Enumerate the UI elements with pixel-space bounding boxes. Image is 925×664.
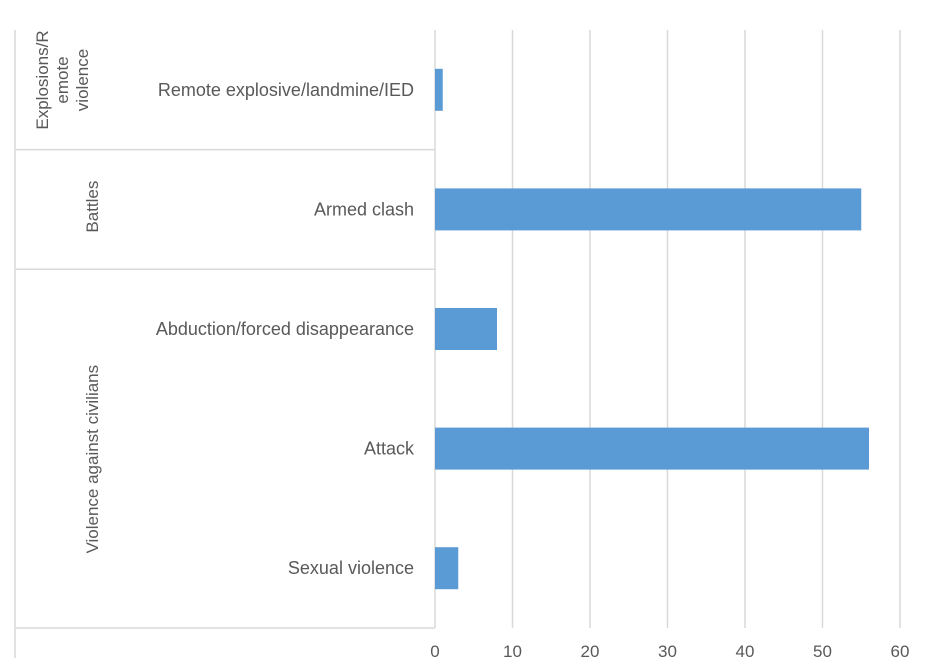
group-label-line: Battles (83, 181, 102, 233)
bar-4 (435, 547, 459, 590)
bar-1 (435, 188, 862, 231)
x-tick-50: 50 (813, 642, 832, 661)
x-tick-20: 20 (581, 642, 600, 661)
category-label-4: Sexual violence (288, 558, 414, 578)
group-label-0: Explosions/Remoteviolence (33, 30, 92, 129)
category-labels: Remote explosive/landmine/IED Armed clash… (156, 80, 415, 578)
x-tick-60: 60 (891, 642, 910, 661)
gridlines (434, 30, 901, 628)
category-axis-frame (14, 30, 435, 658)
group-label-line: Explosions/R (33, 30, 52, 129)
x-tick-0: 0 (430, 642, 439, 661)
x-tick-40: 40 (736, 642, 755, 661)
group-label-1: Battles (83, 181, 102, 233)
category-label-2: Abduction/forced disappearance (156, 319, 414, 339)
group-labels: Explosions/Remoteviolence Battles Violence… (33, 30, 102, 553)
bars (435, 68, 869, 590)
category-label-1: Armed clash (314, 199, 414, 219)
category-label-0: Remote explosive/landmine/IED (158, 80, 414, 100)
group-label-2: Violence against civilians (83, 365, 102, 554)
bar-2 (435, 308, 497, 350)
group-label-line: emote (53, 56, 72, 103)
category-label-3: Attack (364, 439, 415, 459)
x-tick-10: 10 (503, 642, 522, 661)
bar-0 (435, 68, 443, 111)
group-label-line: violence (73, 49, 92, 111)
x-tick-labels: 0 10 20 30 40 50 60 (430, 642, 909, 661)
group-label-line: Violence against civilians (83, 365, 102, 554)
x-tick-30: 30 (658, 642, 677, 661)
bar-3 (435, 427, 869, 470)
